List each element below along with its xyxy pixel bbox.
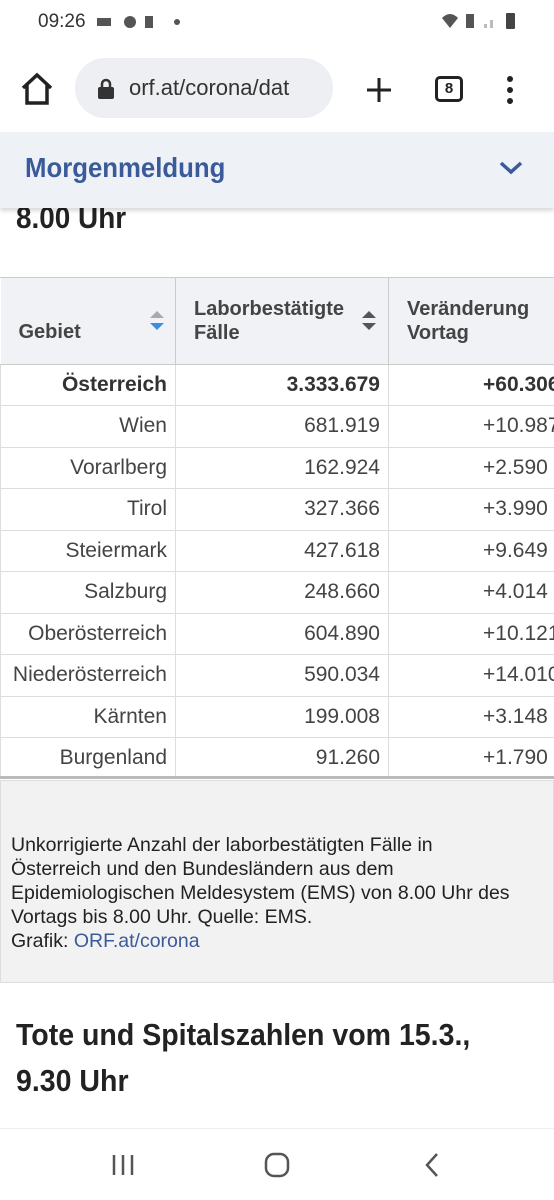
- column-header[interactable]: Laborbestätigte Fälle: [175, 278, 389, 365]
- table-row: Oberösterreich 604.890 +10.121: [0, 612, 554, 655]
- recents-button[interactable]: [110, 1153, 136, 1177]
- home-nav-button[interactable]: [264, 1152, 290, 1178]
- table-cell: Burgenland: [0, 737, 176, 776]
- url-text: orf.at/corona/dat: [129, 75, 290, 100]
- back-button[interactable]: [424, 1152, 440, 1178]
- status-bar: 09:26: [0, 0, 554, 44]
- caption: Unkorrigierte Anzahl der laborbestätigte…: [0, 780, 554, 983]
- table-cell: +3.990: [388, 488, 554, 531]
- home-button[interactable]: [20, 72, 54, 106]
- caption-line: Unkorrigierte Anzahl der laborbestätigte…: [11, 834, 433, 856]
- table-cell: 590.034: [175, 654, 389, 697]
- sort-icon[interactable]: [361, 310, 377, 332]
- section-header[interactable]: Morgenmeldung: [0, 132, 554, 208]
- table-cell: +1.790: [388, 737, 554, 776]
- table-cell: 327.366: [175, 488, 389, 531]
- table-cell: 162.924: [175, 446, 389, 489]
- table-cell: 681.919: [175, 405, 389, 448]
- table-cell: 427.618: [175, 529, 389, 572]
- table-cell: Wien: [0, 405, 176, 448]
- column-header[interactable]: Veränderung Vortag: [388, 278, 554, 365]
- table-cell: 199.008: [175, 695, 389, 738]
- table-cell: +3.148: [388, 695, 554, 738]
- table-cell: 3.333.679: [175, 363, 389, 406]
- navigation-bar: [0, 1128, 554, 1200]
- caption-line: Epidemiologischen Meldesystem (EMS) von …: [11, 882, 510, 904]
- table-cell: 604.890: [175, 612, 389, 655]
- data-table: Gebiet Laborbestätigte Fälle Veränderung V…: [0, 278, 554, 776]
- table-cell: Salzburg: [0, 571, 176, 614]
- caption-line: Vortags bis 8.00 Uhr. Quelle: EMS.: [11, 906, 313, 928]
- clock: 09:26: [38, 11, 86, 32]
- next-heading: Tote und Spitalszahlen vom 15.3., 9.30 Uh…: [16, 1012, 470, 1104]
- section-title: Morgenmeldung: [25, 152, 226, 183]
- table-cell: +10.121: [388, 612, 554, 655]
- table-cell: 91.260: [175, 737, 389, 776]
- sort-icon[interactable]: [149, 310, 165, 332]
- header-text: Laborbestätigte Fälle: [194, 297, 345, 344]
- table-row: Österreich 3.333.679 +60.306: [0, 363, 554, 406]
- table-row: Wien 681.919 +10.987: [0, 405, 554, 448]
- browser-toolbar: orf.at/corona/dat 8: [0, 44, 554, 132]
- table-row: Kärnten 199.008 +3.148: [0, 695, 554, 738]
- table-row: Salzburg 248.660 +4.014: [0, 571, 554, 614]
- table-row: Tirol 327.366 +3.990: [0, 488, 554, 531]
- lock-icon: [98, 78, 114, 99]
- address-bar[interactable]: orf.at/corona/dat: [75, 58, 333, 118]
- table-cell: Steiermark: [0, 529, 176, 572]
- table-cell: Vorarlberg: [0, 446, 176, 489]
- menu-button[interactable]: [504, 74, 516, 106]
- tab-switcher[interactable]: 8: [435, 76, 463, 102]
- column-header[interactable]: Gebiet: [0, 278, 176, 365]
- new-tab-button[interactable]: [365, 76, 393, 104]
- notification-icons: [97, 16, 180, 28]
- header-text: Gebiet: [18, 320, 81, 343]
- table-cell: +60.306: [388, 363, 554, 406]
- table-cell: +14.010: [388, 654, 554, 697]
- system-icons: [442, 13, 515, 29]
- expand-chevron[interactable]: [498, 160, 524, 176]
- table-row: Steiermark 427.618 +9.649: [0, 529, 554, 572]
- caption-line: Österreich und den Bundesländern aus dem: [11, 858, 394, 880]
- source-label: Grafik:: [11, 930, 69, 952]
- header-text: Veränderung Vortag: [407, 297, 530, 344]
- table-row: Burgenland 91.260 +1.790: [0, 737, 554, 776]
- table-cell: +10.987: [388, 405, 554, 448]
- table-cell: +9.649: [388, 529, 554, 572]
- table-cell: +4.014: [388, 571, 554, 614]
- table-row: Niederösterreich 590.034 +14.010: [0, 654, 554, 697]
- table-cell: 248.660: [175, 571, 389, 614]
- heading-line: Tote und Spitalszahlen vom 15.3.,: [16, 1017, 471, 1052]
- heading-line: 9.30 Uhr: [16, 1063, 129, 1098]
- table-cell: Tirol: [0, 488, 176, 531]
- table-row: Vorarlberg 162.924 +2.590: [0, 446, 554, 489]
- table-container: Gebiet Laborbestätigte Fälle Veränderung V…: [0, 277, 554, 779]
- table-cell: Österreich: [0, 363, 176, 406]
- table-cell: Kärnten: [0, 695, 176, 738]
- table-cell: +2.590: [388, 446, 554, 489]
- table-cell: Niederösterreich: [0, 654, 176, 697]
- table-cell: Oberösterreich: [0, 612, 176, 655]
- source-link[interactable]: ORF.at/corona: [73, 930, 200, 952]
